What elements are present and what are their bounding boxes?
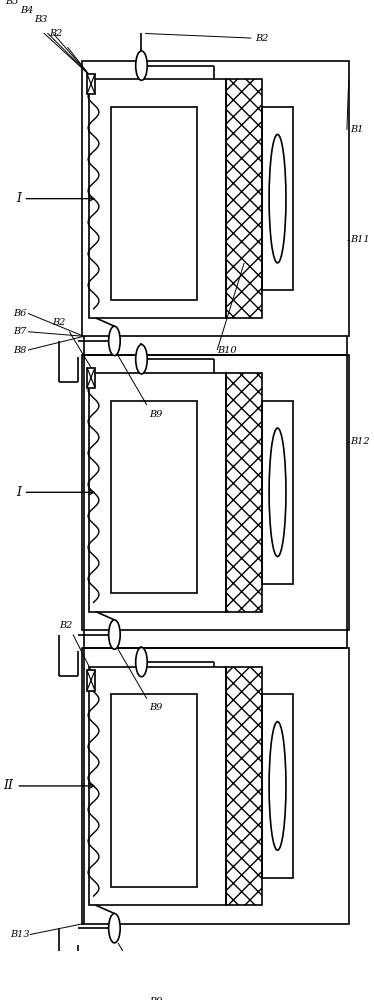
Circle shape (136, 51, 147, 80)
Bar (87, 74, 95, 94)
Circle shape (136, 647, 147, 677)
Text: B2: B2 (59, 621, 73, 630)
Bar (82, 355, 349, 630)
Text: B2: B2 (255, 34, 269, 43)
Text: B9: B9 (149, 997, 162, 1000)
Bar (87, 368, 95, 388)
Circle shape (109, 913, 120, 943)
Bar (111, 401, 197, 593)
Text: B4: B4 (20, 6, 33, 15)
Text: B12: B12 (350, 437, 370, 446)
Bar (226, 667, 262, 905)
Bar (89, 667, 226, 905)
Bar (87, 670, 95, 691)
Text: B1: B1 (350, 125, 364, 134)
Text: B8: B8 (13, 346, 27, 355)
Circle shape (109, 620, 120, 649)
Bar (89, 79, 226, 318)
Bar (262, 107, 293, 290)
Text: B9: B9 (149, 703, 162, 712)
Text: B6: B6 (13, 309, 27, 318)
Circle shape (109, 326, 120, 356)
Bar (89, 373, 226, 612)
Text: B2: B2 (49, 29, 62, 38)
Bar (111, 694, 197, 887)
Text: B3: B3 (34, 15, 48, 24)
Circle shape (136, 345, 147, 374)
Text: B11: B11 (350, 235, 370, 244)
Bar (262, 401, 293, 584)
Bar (226, 79, 262, 318)
Bar (111, 107, 197, 300)
Ellipse shape (269, 134, 286, 263)
Text: B9: B9 (149, 410, 162, 419)
Ellipse shape (269, 722, 286, 850)
Text: B13: B13 (10, 930, 30, 939)
Text: II: II (3, 779, 94, 792)
Text: B10: B10 (217, 346, 237, 355)
Bar (226, 373, 262, 612)
Bar (262, 694, 293, 878)
Text: I: I (16, 192, 94, 205)
Text: B7: B7 (13, 327, 27, 336)
Bar (82, 61, 349, 336)
Text: B2: B2 (52, 318, 65, 327)
Bar (82, 648, 349, 924)
Text: B5: B5 (6, 0, 19, 6)
Text: I: I (16, 486, 94, 499)
Ellipse shape (269, 428, 286, 557)
